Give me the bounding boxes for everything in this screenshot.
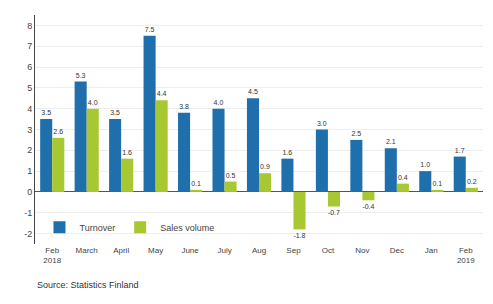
svg-text:Turnover: Turnover bbox=[79, 223, 115, 233]
svg-text:0.1: 0.1 bbox=[191, 180, 201, 187]
svg-text:-0.7: -0.7 bbox=[328, 209, 340, 216]
svg-text:5.3: 5.3 bbox=[76, 72, 86, 79]
svg-text:Nov: Nov bbox=[355, 246, 369, 255]
svg-text:8: 8 bbox=[27, 21, 32, 31]
svg-text:-0.4: -0.4 bbox=[362, 203, 374, 210]
svg-text:Dec: Dec bbox=[390, 246, 404, 255]
svg-text:3: 3 bbox=[27, 125, 32, 135]
svg-text:0.9: 0.9 bbox=[260, 163, 270, 170]
svg-text:3.0: 3.0 bbox=[317, 120, 327, 127]
svg-text:-2: -2 bbox=[24, 229, 32, 239]
svg-text:0.5: 0.5 bbox=[226, 172, 236, 179]
svg-text:4.0: 4.0 bbox=[214, 99, 224, 106]
svg-text:July: July bbox=[217, 246, 231, 255]
svg-text:2.6: 2.6 bbox=[53, 128, 63, 135]
svg-text:7.5: 7.5 bbox=[145, 26, 155, 33]
svg-text:4: 4 bbox=[27, 104, 32, 114]
svg-text:1.0: 1.0 bbox=[420, 161, 430, 168]
svg-text:1.7: 1.7 bbox=[455, 147, 465, 154]
svg-text:Feb2018: Feb2018 bbox=[43, 246, 61, 265]
svg-text:4.0: 4.0 bbox=[88, 99, 98, 106]
svg-text:Jan: Jan bbox=[425, 246, 438, 255]
svg-text:1.6: 1.6 bbox=[122, 149, 132, 156]
svg-text:March: March bbox=[76, 246, 98, 255]
svg-text:0: 0 bbox=[27, 187, 32, 197]
svg-text:2.1: 2.1 bbox=[386, 138, 396, 145]
svg-text:1.6: 1.6 bbox=[283, 149, 293, 156]
svg-text:April: April bbox=[113, 246, 129, 255]
svg-text:0.1: 0.1 bbox=[432, 180, 442, 187]
svg-text:5: 5 bbox=[27, 83, 32, 93]
svg-text:6: 6 bbox=[27, 62, 32, 72]
svg-text:Feb2019: Feb2019 bbox=[457, 246, 475, 265]
svg-text:0.4: 0.4 bbox=[398, 174, 408, 181]
svg-text:7: 7 bbox=[27, 41, 32, 51]
svg-text:3.5: 3.5 bbox=[41, 109, 51, 116]
svg-text:3.5: 3.5 bbox=[110, 109, 120, 116]
svg-text:-1.8: -1.8 bbox=[293, 232, 305, 239]
svg-text:2.5: 2.5 bbox=[351, 130, 361, 137]
svg-text:Sep: Sep bbox=[286, 246, 301, 255]
svg-text:Source: Statistics Finland: Source: Statistics Finland bbox=[37, 280, 139, 290]
svg-text:3.8: 3.8 bbox=[179, 103, 189, 110]
svg-text:Sales volume: Sales volume bbox=[160, 223, 214, 233]
svg-text:June: June bbox=[181, 246, 199, 255]
svg-text:4.5: 4.5 bbox=[248, 88, 258, 95]
svg-text:Oct: Oct bbox=[322, 246, 335, 255]
svg-text:May: May bbox=[148, 246, 163, 255]
svg-text:0.2: 0.2 bbox=[467, 178, 477, 185]
svg-text:2: 2 bbox=[27, 145, 32, 155]
svg-text:Aug: Aug bbox=[252, 246, 266, 255]
svg-text:-1: -1 bbox=[24, 208, 32, 218]
svg-text:1: 1 bbox=[27, 166, 32, 176]
svg-text:4.4: 4.4 bbox=[157, 90, 167, 97]
